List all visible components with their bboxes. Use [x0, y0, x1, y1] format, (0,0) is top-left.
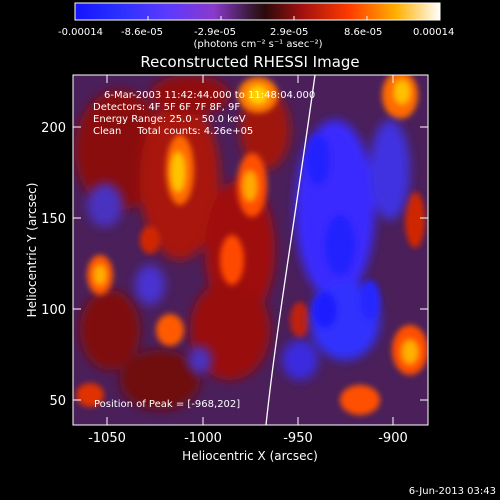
x-tick-label: -1050	[88, 431, 126, 446]
axis-ticks	[73, 75, 428, 425]
colorbar-tick-3: 2.9e-05	[270, 27, 308, 38]
colorbar-tick-5: 0.00014	[413, 27, 454, 38]
colorbar-tick-0: -0.00014	[58, 27, 103, 38]
colorbar-ticks	[74, 16, 441, 20]
x-tick-label: -950	[283, 431, 313, 446]
colorbar-tick-4: 8.6e-05	[344, 27, 382, 38]
plot-frame	[72, 74, 429, 426]
y-tick-label: 150	[41, 212, 66, 227]
colorbar-tick-1: -8.6e-05	[121, 27, 163, 38]
colorbar-unit-label: (photons cm⁻² s⁻¹ asec⁻²)	[193, 39, 322, 50]
colorbar-tick-2: -2.9e-05	[194, 27, 236, 38]
y-tick-label: 50	[49, 394, 66, 409]
x-axis-label: Heliocentric X (arcsec)	[182, 449, 318, 463]
info-method-counts: Clean Total counts: 4.26e+05	[93, 126, 253, 137]
footer-timestamp: 6-Jun-2013 03:43	[409, 486, 496, 497]
info-detectors: Detectors: 4F 5F 6F 7F 8F, 9F	[93, 102, 240, 113]
y-tick-label: 100	[41, 303, 66, 318]
colorbar	[74, 2, 441, 21]
rhessi-image	[73, 75, 428, 425]
plot-title: Reconstructed RHESSI Image	[140, 53, 359, 71]
solar-limb	[265, 75, 316, 425]
x-tick-label: -1000	[184, 431, 222, 446]
x-tick-label: -900	[378, 431, 408, 446]
info-peak-position: Position of Peak = [-968,202]	[94, 399, 240, 410]
y-axis-label: Heliocentric Y (arcsec)	[25, 183, 39, 318]
info-time-range: 6-Mar-2003 11:42:44.000 to 11:48:04.000	[104, 90, 315, 101]
info-energy-range: Energy Range: 25.0 - 50.0 keV	[93, 114, 246, 125]
y-tick-label: 200	[41, 121, 66, 136]
